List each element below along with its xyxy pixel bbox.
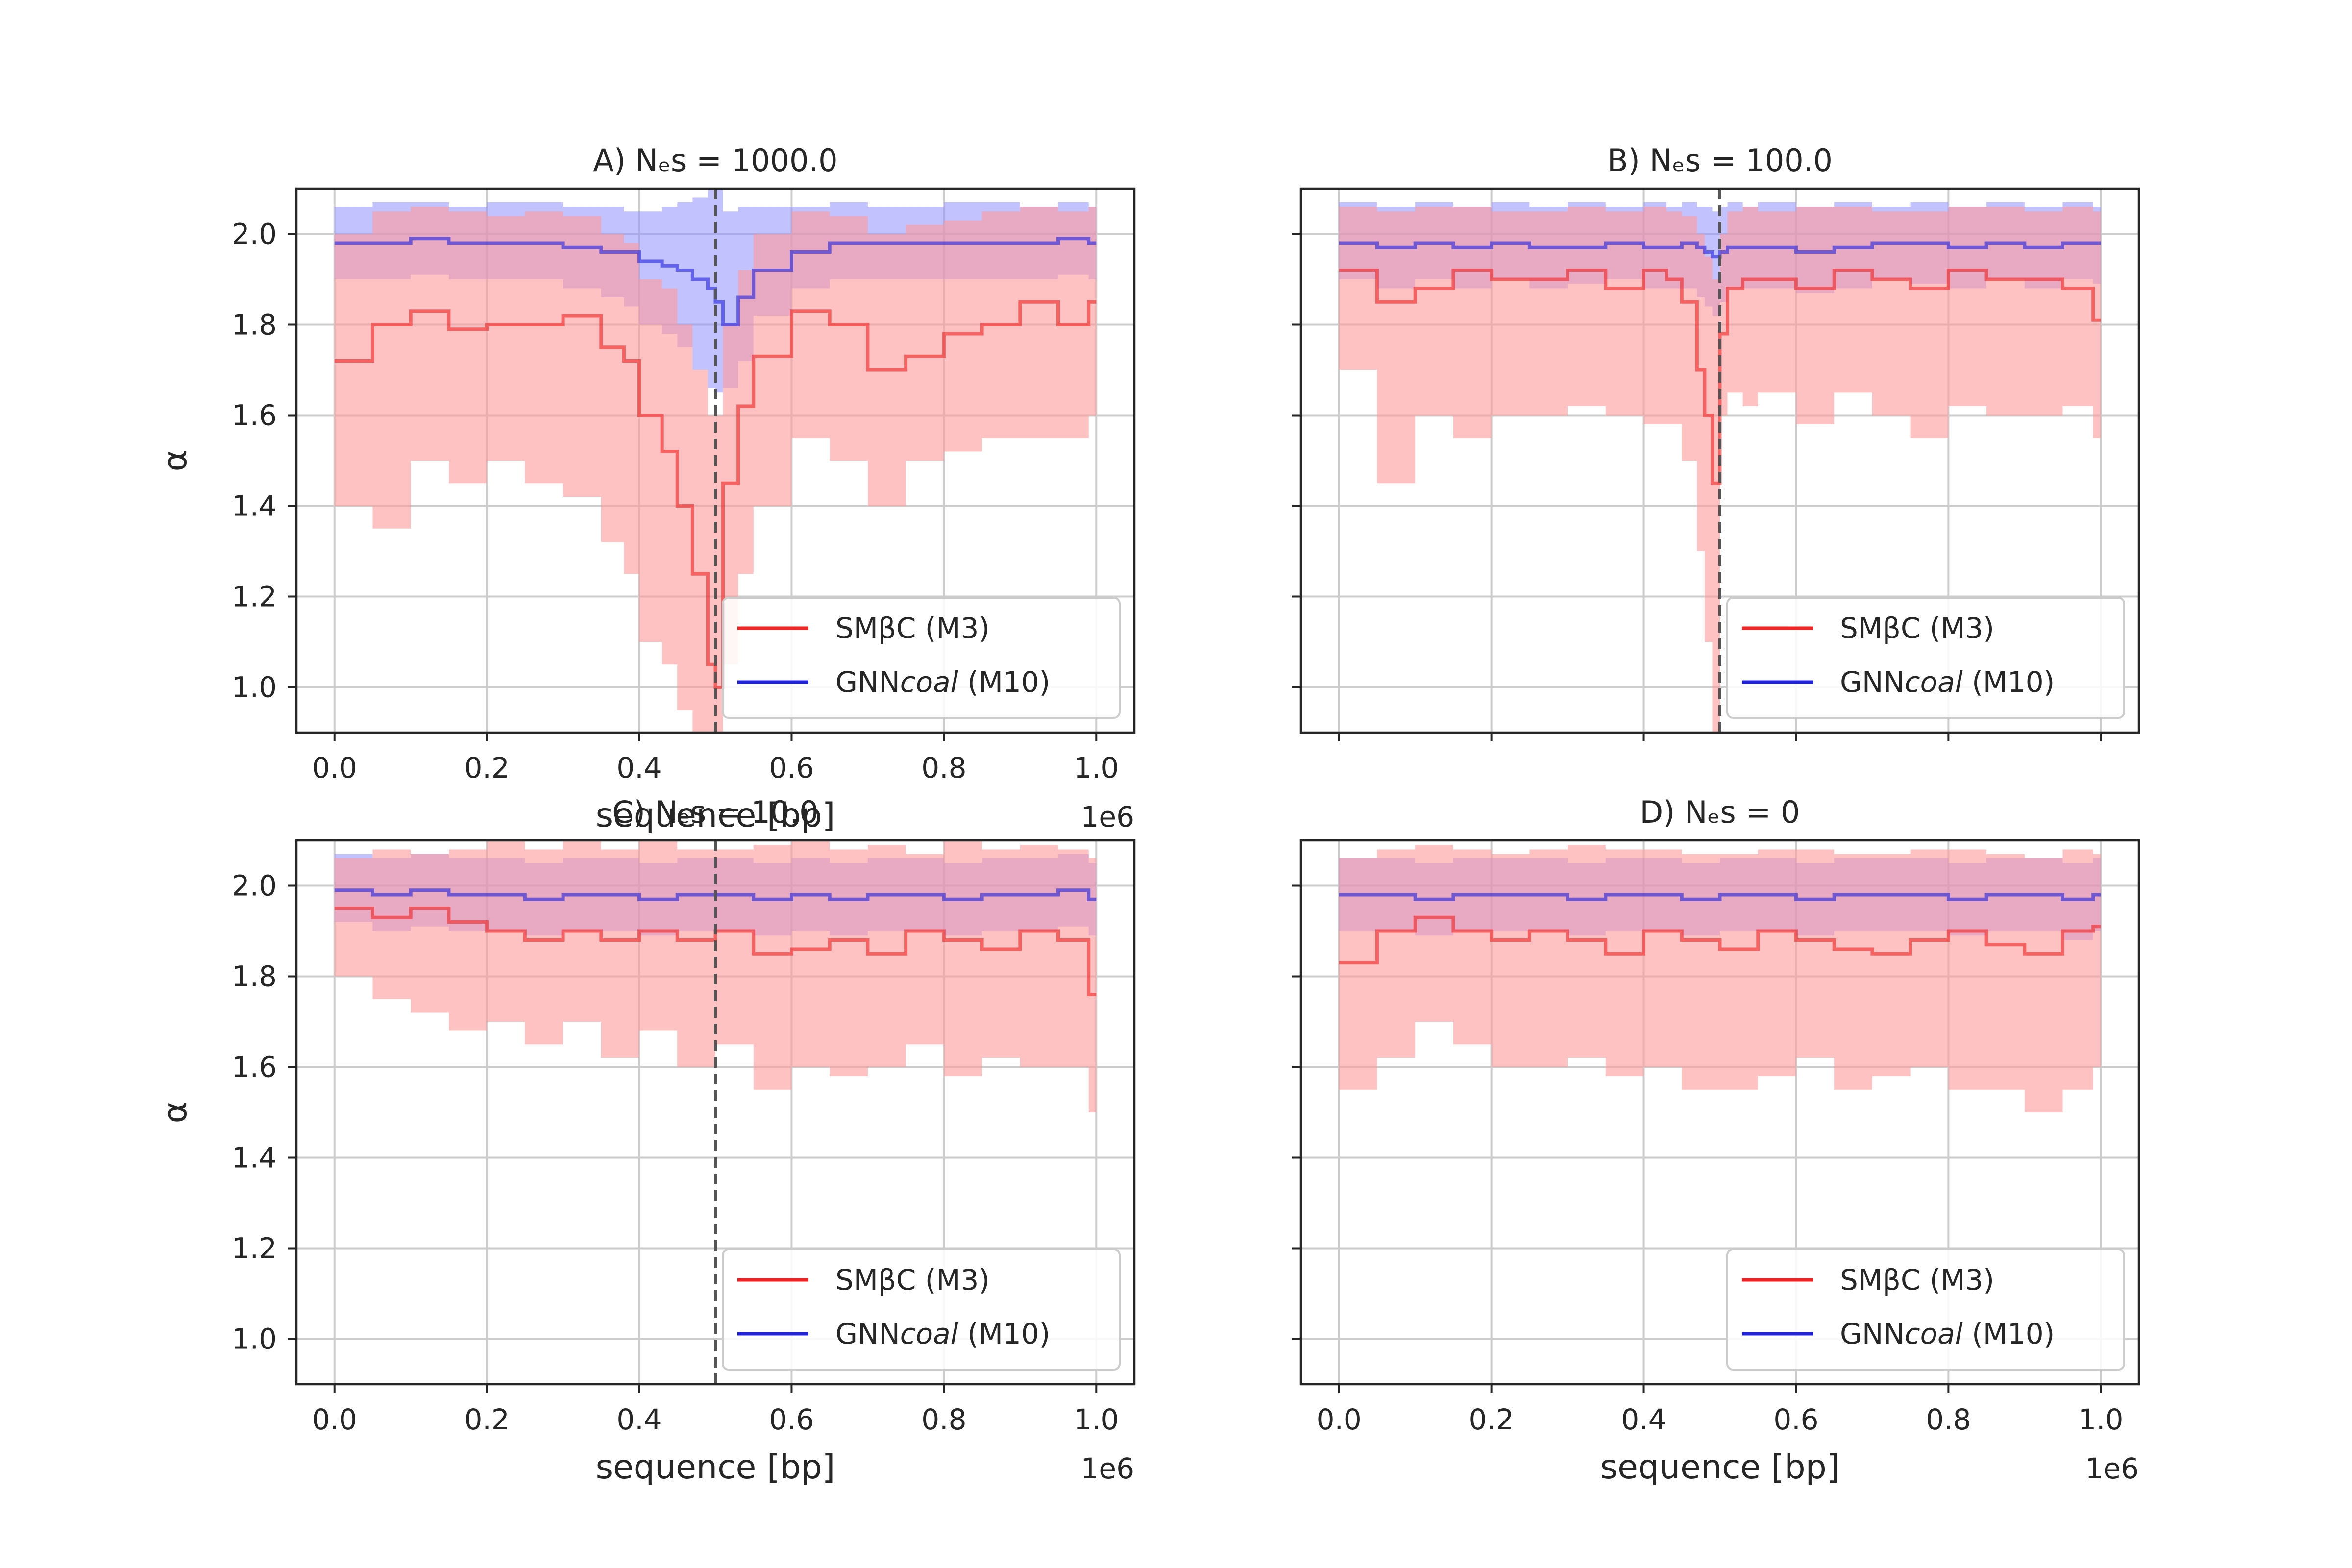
legend-gnn-italic: coal xyxy=(900,665,958,699)
series-line-0 xyxy=(1339,269,2101,485)
legend-gnn-prefix: GNN xyxy=(835,665,900,699)
legend-label-smbc: SMβC (M3) xyxy=(835,612,990,645)
legend-gnn-suffix: (M10) xyxy=(958,665,1051,699)
legend-gnn-italic: coal xyxy=(1905,665,1963,699)
legend-gnn-prefix: GNN xyxy=(1840,665,1905,699)
legend-label-smbc: SMβC (M3) xyxy=(1840,612,1994,645)
x-tick-label: 0.8 xyxy=(921,1403,966,1436)
x-tick-label: 0.0 xyxy=(312,751,357,784)
plot-area xyxy=(1339,845,2101,1112)
legend-gnn-suffix: (M10) xyxy=(958,1317,1051,1350)
chart-panel-3: 0.0 0.2 0.4 0.6 0.8 1.0 D) Nₑs = 0 sequence [bp… xyxy=(1292,794,2140,1487)
x-offset-label: 1e6 xyxy=(1081,800,1135,833)
legend-box xyxy=(1726,1249,2125,1371)
y-tick-label: 1.8 xyxy=(232,308,277,342)
series-line-1 xyxy=(1339,893,2101,901)
legend-label-gnn: GNNcoal (M10) xyxy=(1840,1317,2055,1350)
x-offset-label: 1e6 xyxy=(1081,1452,1135,1485)
x-tick-label: 0.0 xyxy=(312,1403,357,1436)
legend-gnn-suffix: (M10) xyxy=(1963,1317,2055,1350)
x-tick-label: 0.4 xyxy=(616,1403,662,1436)
x-axis-label: sequence [bp] xyxy=(1600,1448,1840,1487)
x-tick-label: 0.6 xyxy=(769,1403,814,1436)
legend-gnn-prefix: GNN xyxy=(1840,1317,1905,1350)
x-tick-label: 1.0 xyxy=(2078,1403,2123,1436)
chart-panel-0: 0.0 0.2 0.4 0.6 0.8 1.0 1.0 1.2 1.4 1.6 1.8 2.0 A) N… xyxy=(156,143,1136,835)
series-band-0 xyxy=(334,207,1097,733)
x-tick-label: 0.6 xyxy=(1773,1403,1818,1436)
series-line-0 xyxy=(334,906,1097,996)
y-tick-label: 2.0 xyxy=(232,869,277,903)
series-line-0 xyxy=(1339,915,2101,965)
x-offset-label: 1e6 xyxy=(2085,1452,2139,1485)
x-tick-label: 0.6 xyxy=(769,751,814,784)
axes-frame xyxy=(295,839,1136,1386)
legend-box xyxy=(722,597,1121,719)
legend-box xyxy=(722,1249,1121,1371)
chart-panel-2: 0.0 0.2 0.4 0.6 0.8 1.0 1.0 1.2 1.4 1.6 1.8 2.0 C) N… xyxy=(156,794,1136,1487)
panel-title: B) Nₑs = 100.0 xyxy=(1607,143,1833,178)
legend: SMβC (M3) GNNcoal (M10) xyxy=(1726,1249,2125,1371)
x-axis-label: sequence [bp] xyxy=(596,1448,835,1487)
x-tick-label: 0.2 xyxy=(1469,1403,1514,1436)
legend: SMβC (M3) GNNcoal (M10) xyxy=(722,597,1121,719)
legend-label-gnn: GNNcoal (M10) xyxy=(1840,665,2055,699)
legend-label-gnn: GNNcoal (M10) xyxy=(835,1317,1050,1350)
legend-box xyxy=(1726,597,2125,719)
y-tick-label: 1.4 xyxy=(232,1141,277,1175)
y-tick-label: 1.6 xyxy=(232,399,277,432)
y-tick-label: 1.2 xyxy=(232,1232,277,1265)
legend-gnn-italic: coal xyxy=(900,1317,958,1350)
legend: SMβC (M3) GNNcoal (M10) xyxy=(722,1249,1121,1371)
series-line-1 xyxy=(1339,241,2101,259)
legend: SMβC (M3) GNNcoal (M10) xyxy=(1726,597,2125,719)
legend-label-gnn: GNNcoal (M10) xyxy=(835,665,1050,699)
axes-frame xyxy=(1299,187,2140,734)
series-line-1 xyxy=(334,888,1097,901)
x-tick-label: 0.0 xyxy=(1317,1403,1362,1436)
legend-gnn-italic: coal xyxy=(1905,1317,1963,1350)
y-axis-label: α xyxy=(156,1102,195,1124)
y-axis-label: α xyxy=(156,450,195,472)
panel-title: A) Nₑs = 1000.0 xyxy=(593,143,837,178)
y-tick-label: 1.2 xyxy=(232,580,277,613)
legend-label-smbc: SMβC (M3) xyxy=(835,1263,990,1297)
x-tick-label: 0.4 xyxy=(616,751,662,784)
axes-frame xyxy=(1299,839,2140,1386)
panel-title: D) Nₑs = 0 xyxy=(1640,794,1800,830)
y-tick-label: 2.0 xyxy=(232,218,277,251)
y-tick-label: 1.0 xyxy=(232,671,277,704)
x-tick-label: 0.2 xyxy=(465,1403,510,1436)
x-tick-label: 0.2 xyxy=(465,751,510,784)
x-tick-label: 1.0 xyxy=(1074,1403,1119,1436)
series-band-0 xyxy=(1339,845,2101,1112)
axes-frame xyxy=(295,187,1136,734)
chart-panel-1: B) Nₑs = 100.0 SMβC (M3) GNNcoal (M10) xyxy=(1292,143,2140,741)
x-tick-label: 0.8 xyxy=(1926,1403,1971,1436)
y-tick-label: 1.6 xyxy=(232,1051,277,1084)
legend-label-smbc: SMβC (M3) xyxy=(1840,1263,1994,1297)
x-tick-label: 0.4 xyxy=(1621,1403,1666,1436)
y-tick-label: 1.0 xyxy=(232,1323,277,1356)
x-tick-label: 0.8 xyxy=(921,751,966,784)
series-line-1 xyxy=(334,237,1097,326)
legend-gnn-prefix: GNN xyxy=(835,1317,900,1350)
x-tick-label: 1.0 xyxy=(1074,751,1119,784)
panel-title: C) Nₑs = 10.0 xyxy=(612,794,818,830)
y-tick-label: 1.8 xyxy=(232,960,277,993)
y-tick-label: 1.4 xyxy=(232,490,277,523)
legend-gnn-suffix: (M10) xyxy=(1963,665,2055,699)
x-axis-label: sequence [bp] xyxy=(596,796,835,835)
